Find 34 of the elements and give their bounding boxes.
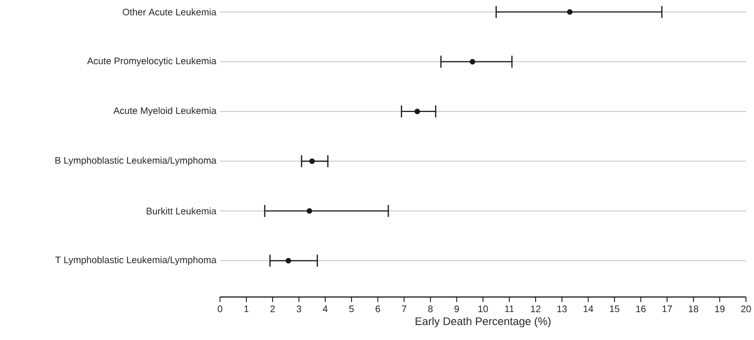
- y-tick-label: Acute Promyelocytic Leukemia: [87, 57, 216, 66]
- x-tick-label: 12: [531, 306, 540, 312]
- x-tick-label: 4: [322, 306, 328, 312]
- x-tick-label: 17: [662, 306, 672, 312]
- x-tick-label: 18: [688, 306, 698, 312]
- point: [470, 58, 476, 64]
- point: [306, 208, 312, 214]
- x-tick-label: 8: [428, 306, 433, 312]
- x-tick-label: 13: [557, 306, 567, 312]
- point: [567, 9, 573, 15]
- y-tick-label: Other Acute Leukemia: [122, 8, 216, 16]
- x-tick-label: 9: [454, 306, 459, 312]
- point: [414, 108, 420, 114]
- y-tick-label: T Lymphoblastic Leukemia/Lymphoma: [55, 256, 216, 266]
- x-tick-label: 19: [715, 306, 725, 312]
- x-tick-label: 2: [270, 306, 275, 312]
- point: [309, 158, 315, 164]
- x-tick-label: 6: [376, 306, 380, 312]
- x-tick-label: 0: [218, 306, 222, 312]
- x-axis-title: Early Death Percentage (%): [416, 317, 551, 328]
- x-tick-label: 7: [402, 306, 406, 312]
- y-tick-label: B Lymphoblastic Leukemia/Lymphoma: [55, 156, 216, 166]
- x-tick-label: 5: [349, 306, 354, 312]
- x-tick-label: 11: [505, 306, 514, 312]
- x-tick-label: 1: [244, 306, 248, 312]
- x-tick-label: 3: [296, 306, 302, 312]
- y-tick-label: Acute Myeloid Leukemia: [113, 107, 216, 116]
- x-tick-label: 14: [584, 306, 594, 312]
- x-tick-label: 20: [741, 306, 751, 312]
- x-tick-label: 15: [610, 306, 620, 312]
- y-tick-label: Burkitt Leukemia: [146, 207, 216, 214]
- x-tick-label: 10: [478, 306, 488, 312]
- x-tick-label: 16: [636, 306, 646, 312]
- point: [286, 258, 292, 264]
